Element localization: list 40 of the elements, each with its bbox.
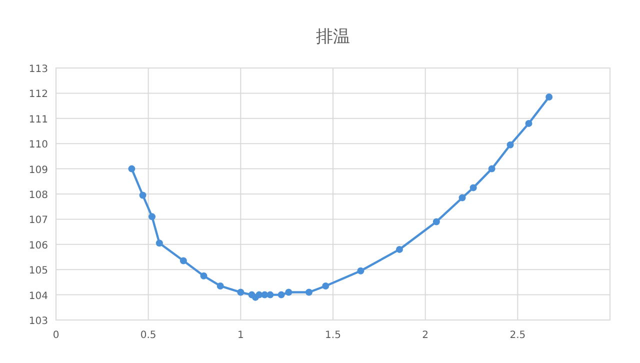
point [322, 282, 330, 290]
point [148, 213, 156, 220]
x-tick-label: 1 [237, 330, 244, 341]
point [156, 240, 163, 247]
y-tick-label: 104 [28, 290, 48, 302]
x-tick-label: 0.5 [140, 330, 156, 341]
point [470, 184, 477, 192]
point [278, 291, 285, 298]
point [488, 165, 496, 172]
y-tick-label: 109 [28, 164, 48, 176]
x-tick-label: 2 [422, 330, 429, 341]
point [266, 291, 274, 298]
y-tick-label: 107 [28, 215, 48, 226]
point [237, 288, 244, 296]
point [285, 288, 292, 296]
chart-title: 排温 [316, 27, 350, 47]
point [546, 93, 553, 100]
y-tick-label: 106 [28, 240, 48, 252]
y-tick-label: 110 [28, 140, 48, 151]
y-tick-label: 105 [28, 266, 48, 277]
y-tick-label: 113 [28, 64, 48, 75]
point [432, 218, 440, 226]
y-tick-label: 111 [28, 114, 48, 126]
point [180, 257, 187, 264]
point [525, 120, 532, 127]
point [506, 141, 514, 148]
x-tick-label: 0 [52, 330, 60, 341]
point [458, 194, 466, 202]
x-tick-label: 2.5 [510, 330, 526, 341]
point [216, 282, 224, 290]
y-tick-label: 103 [28, 316, 48, 327]
point [305, 288, 312, 296]
point [357, 267, 364, 274]
point [139, 192, 146, 199]
point [128, 165, 136, 172]
point [396, 246, 403, 253]
x-tick-label: 1.5 [325, 330, 341, 341]
point [200, 272, 208, 280]
y-tick-label: 108 [28, 190, 48, 201]
y-tick-label: 112 [28, 89, 48, 100]
